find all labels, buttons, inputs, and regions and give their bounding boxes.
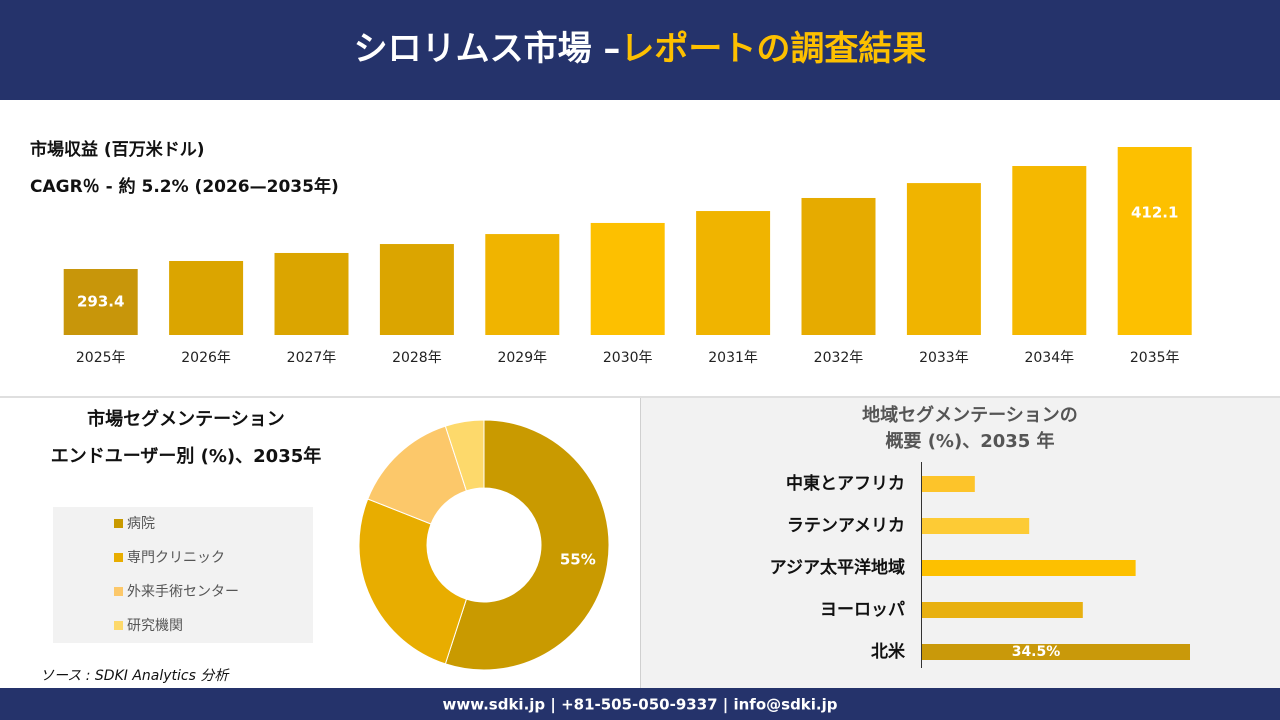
- title-main: シロリムス市場 –: [354, 29, 621, 69]
- data-label: 34.5%: [1012, 644, 1061, 660]
- bar: [485, 234, 560, 335]
- bar: [922, 602, 1083, 618]
- bar: [906, 183, 981, 335]
- footer-contact: www.sdki.jp | +81-505-050-9337 | info@sd…: [442, 696, 837, 715]
- legend-box: [53, 507, 313, 643]
- y-tick-label: 中東とアフリカ: [786, 473, 905, 494]
- bar: [696, 211, 771, 335]
- chart-title: 市場セグメンテーション: [87, 408, 285, 430]
- bar: [922, 644, 1190, 660]
- source-note: ソース : SDKI Analytics 分析: [40, 668, 230, 684]
- x-tick-label: 2034年: [1024, 350, 1074, 366]
- bar: [801, 197, 876, 335]
- legend-swatch: [114, 587, 123, 596]
- legend-label: 外来手術センター: [127, 584, 239, 600]
- legend-label: 研究機関: [127, 618, 183, 634]
- y-tick-label: アジア太平洋地域: [770, 557, 905, 578]
- data-label: 412.1: [1131, 204, 1178, 222]
- bar: [922, 476, 975, 492]
- x-tick-label: 2030年: [603, 350, 653, 366]
- data-label: 55%: [560, 550, 596, 568]
- bar: [590, 222, 665, 335]
- bar: [274, 252, 349, 335]
- chart-subtitle: エンドユーザー別 (%)、2035年: [51, 445, 322, 467]
- y-tick-label: 北米: [871, 641, 906, 662]
- x-tick-label: 2029年: [497, 350, 547, 366]
- legend-label: 専門クリニック: [127, 550, 225, 566]
- x-tick-label: 2032年: [814, 350, 864, 366]
- header-title: シロリムス市場 –レポートの調査結果: [354, 29, 927, 69]
- chart-subtitle: 概要 (%)、2035 年: [885, 430, 1054, 452]
- x-tick-label: 2025年: [76, 350, 126, 366]
- x-tick-label: 2027年: [287, 350, 337, 366]
- bar: [922, 560, 1136, 576]
- legend-label: 病院: [127, 516, 155, 532]
- bar: [1012, 166, 1087, 335]
- header-bar: [0, 0, 1280, 100]
- y-tick-label: ヨーロッパ: [820, 600, 905, 620]
- bar: [379, 244, 454, 335]
- x-tick-label: 2031年: [708, 350, 758, 366]
- donut-slice: [358, 498, 468, 665]
- chart-title: 市場収益 (百万米ドル): [30, 139, 204, 160]
- x-tick-label: 2035年: [1130, 350, 1180, 366]
- title-highlight: レポートの調査結果: [620, 29, 926, 69]
- donut-slice: [444, 419, 485, 492]
- bar: [169, 260, 244, 335]
- donut-slice: [444, 419, 610, 671]
- x-tick-label: 2026年: [181, 350, 231, 366]
- y-tick-label: ラテンアメリカ: [787, 516, 905, 536]
- bar: [1117, 147, 1192, 335]
- legend-swatch: [114, 621, 123, 630]
- footer-bar: [0, 688, 1280, 720]
- legend-swatch: [114, 553, 123, 562]
- right-panel: [641, 398, 1280, 688]
- chart-title: 地域セグメンテーションの: [862, 404, 1078, 426]
- legend-swatch: [114, 519, 123, 528]
- data-label: 293.4: [77, 293, 124, 311]
- chart-subtitle: CAGR％ - 約 5.2% (2026—2035年): [30, 176, 339, 197]
- bar: [63, 269, 138, 335]
- bar: [922, 518, 1030, 534]
- x-tick-label: 2033年: [919, 350, 969, 366]
- x-tick-label: 2028年: [392, 350, 442, 366]
